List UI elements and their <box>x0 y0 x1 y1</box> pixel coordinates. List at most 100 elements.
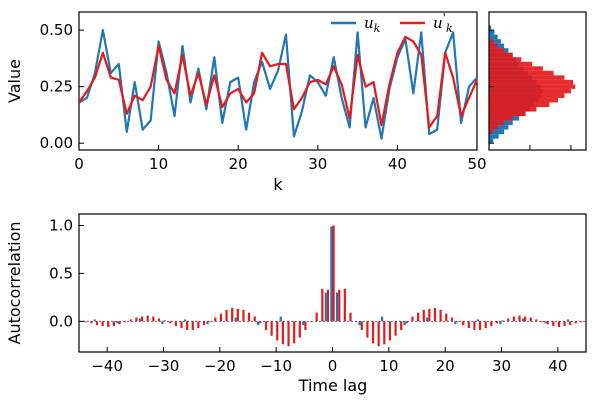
histogram-bin-u-prime <box>489 129 493 135</box>
ac-x-tick-label: −30 <box>148 357 180 375</box>
ac-bar-u-prime <box>90 321 93 324</box>
ac-bar-u-prime <box>140 316 144 322</box>
ac-bar-u-prime <box>242 309 245 322</box>
histogram-bin-u-prime <box>489 43 498 49</box>
histogram-bin-u-prime <box>489 48 505 53</box>
ac-bar-u-prime <box>219 313 223 322</box>
x-tick-label: 20 <box>229 155 248 173</box>
ac-bar-u-prime <box>264 321 268 330</box>
ac-bar-u-prime <box>197 321 200 329</box>
histogram-bin-u <box>489 134 499 139</box>
ac-bar-u-prime <box>563 321 566 327</box>
ac-bar-u-prime <box>417 312 420 322</box>
ac-bar-u-prime <box>236 308 239 322</box>
ac-bar-u-prime <box>546 321 549 325</box>
ac-bar-u <box>302 321 305 326</box>
histogram-bin-u-prime <box>489 116 513 121</box>
ac-bar-u <box>93 319 96 322</box>
ac-bar-u-prime <box>180 321 183 329</box>
histogram-bin-u-prime <box>489 93 565 98</box>
ac-bar-u-prime <box>129 319 132 322</box>
line-series-group <box>78 29 479 140</box>
ac-bar-u-prime <box>169 321 172 324</box>
ac-bar-u-prime <box>163 320 166 322</box>
ac-bar-u-prime <box>186 321 189 330</box>
ac-bar-u-prime <box>293 321 296 344</box>
ac-bar-u <box>476 319 479 322</box>
ac-bar-u-prime <box>208 321 211 323</box>
autocorrelation-x-ticks: −40 −30 −20 −10 0 10 20 30 40 <box>91 347 567 375</box>
ac-bar-u <box>206 321 209 325</box>
ac-bar-u <box>257 321 260 326</box>
ac-bar-u-prime <box>118 321 121 325</box>
ac-bar-u <box>358 321 361 326</box>
ac-bar-u-prime <box>281 321 284 345</box>
histogram-bin-u-prime <box>489 84 576 89</box>
ac-bar-u <box>324 292 327 322</box>
line-y-label: Value <box>5 59 24 103</box>
ac-bar-u-prime <box>248 312 251 322</box>
ac-bar-u-prime <box>338 289 341 322</box>
ac-bar-u-prime <box>400 321 403 330</box>
ac-bar-u-prime <box>231 307 234 322</box>
ac-bar-u-prime <box>84 321 87 323</box>
ac-bar-u-prime <box>540 321 544 323</box>
line-x-ticks: 0 10 20 30 40 50 <box>74 145 487 173</box>
x-tick-label: 30 <box>308 155 327 173</box>
ac-bar-u-prime <box>309 321 313 323</box>
ac-y-tick-label: 0.5 <box>49 264 73 282</box>
ac-bar-u-prime <box>191 321 194 330</box>
ac-bar-u-prime <box>394 321 397 336</box>
ac-bar-u-prime <box>349 312 352 322</box>
ac-bar-u-prime <box>259 321 262 324</box>
ac-x-tick-label: 0 <box>328 357 338 375</box>
histogram-bin-u <box>489 39 501 44</box>
ac-bar-u-prime <box>422 309 425 322</box>
ac-bar-u-prime <box>101 321 104 327</box>
ac-bar-u-prime <box>552 321 555 327</box>
ac-bar-u-prime <box>343 288 346 322</box>
ac-bar-u-prime <box>146 315 149 322</box>
x-tick-label: 10 <box>149 155 168 173</box>
histogram-bin-u-prime <box>489 70 554 76</box>
ac-bar-u-prime <box>580 321 583 323</box>
ac-x-tick-label: 30 <box>492 357 511 375</box>
ac-bar-u-prime <box>388 321 392 341</box>
ac-bar-u <box>381 316 384 322</box>
ac-bar-u <box>330 226 333 322</box>
ac-x-tick-label: −40 <box>91 357 123 375</box>
ac-bar-u-prime <box>411 316 414 322</box>
ac-bar-u-prime <box>439 309 442 322</box>
histogram-bin-u-prime <box>489 52 513 58</box>
histogram-ticks <box>488 29 572 150</box>
histogram-bin-u-prime <box>489 75 565 80</box>
ac-bar-u-prime <box>214 317 217 322</box>
line-plot-panel: 0 10 20 30 40 50 0.00 0.25 0.50 k Value uk u'k <box>5 11 487 194</box>
histogram-bin-u <box>489 125 509 130</box>
histogram-bin-u <box>489 129 505 135</box>
autocorrelation-y-ticks: 0.0 0.5 1.0 <box>49 217 84 330</box>
y-tick-label: 0.50 <box>40 21 73 39</box>
ac-bar-u <box>426 317 429 322</box>
ac-bar-u-prime <box>428 308 431 322</box>
ac-bar-u-prime <box>276 321 279 341</box>
ac-x-tick-label: −10 <box>260 357 292 375</box>
ac-bar-u-prime <box>355 321 358 323</box>
series-line-u-prime <box>78 35 479 129</box>
ac-bar-u-prime <box>495 321 499 324</box>
histogram-bin-u-prime <box>489 107 537 112</box>
ac-bar-u <box>335 292 339 322</box>
ac-bar-u-prime <box>518 315 521 322</box>
y-tick-label: 0.25 <box>40 78 73 96</box>
ac-bar-u-prime <box>371 321 375 344</box>
histogram-bin-u-prime <box>489 57 522 62</box>
ac-bar-u-prime <box>321 288 324 322</box>
histogram-bin-u-prime <box>489 97 558 103</box>
ac-bar-u-prime <box>270 321 273 336</box>
ac-bar-u-prime <box>569 321 572 326</box>
ac-bar-u <box>234 317 237 322</box>
autocorrelation-bars <box>79 225 586 347</box>
x-tick-label: 40 <box>388 155 407 173</box>
ac-bar-u-prime <box>490 321 493 327</box>
histogram-bin-u-prime <box>489 120 505 126</box>
